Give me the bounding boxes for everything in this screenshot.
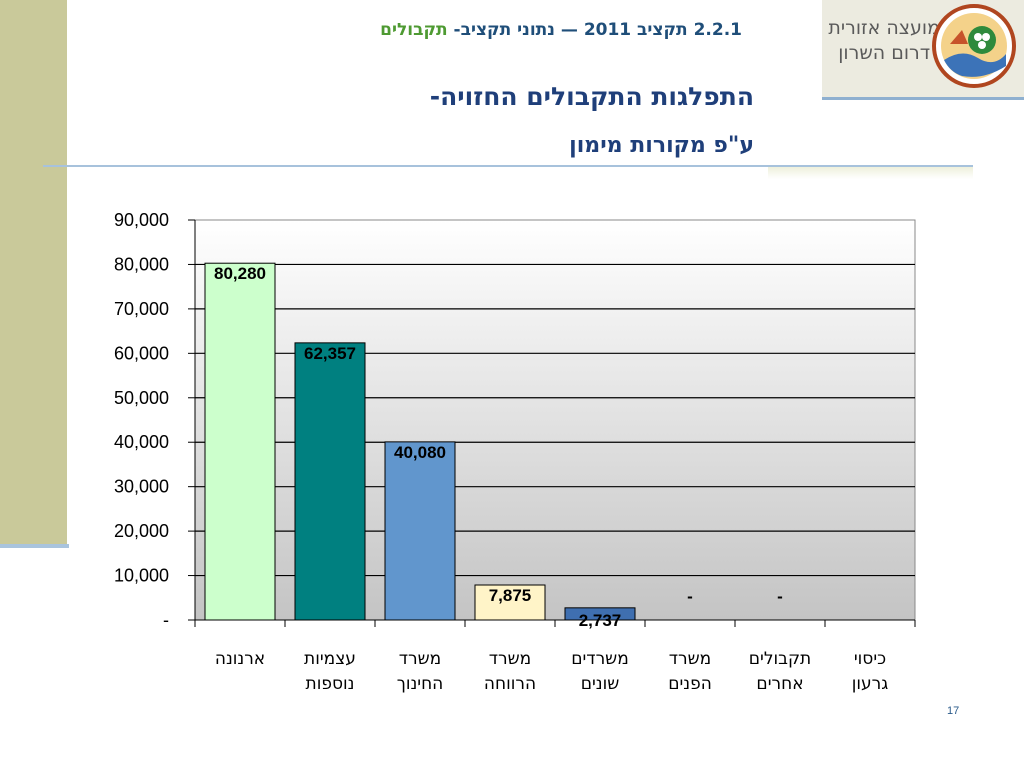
y-tick-label: 90,000 (114, 210, 169, 230)
data-label: 62,357 (304, 344, 356, 363)
x-tick-label-line: משרד (669, 649, 711, 669)
x-tick-label-line: החינוך (397, 674, 444, 694)
x-tick-label-line: הרווחה (484, 674, 536, 694)
y-tick-label: 20,000 (114, 521, 169, 541)
data-label: 2,737 (579, 611, 622, 630)
x-tick-label: ארנונה (215, 649, 265, 669)
x-tick-label-line: תקבולים (749, 649, 811, 669)
bar (474, 584, 546, 621)
bars (204, 262, 636, 621)
y-tick-label: 40,000 (114, 432, 169, 452)
x-tick-label-line: שונים (581, 674, 620, 694)
receipts-bar-chart: - 10,000 20,000 30,000 40,000 50,000 60,000 70,… (114, 210, 916, 694)
x-tick-label-line: ארנונה (215, 649, 265, 669)
y-tick-label: 80,000 (114, 254, 169, 274)
x-tick-label-line: נוספות (306, 674, 355, 694)
data-label: - (687, 587, 693, 606)
x-tick-label-line: עצמיות (304, 649, 356, 669)
y-tick-label: 50,000 (114, 388, 169, 408)
x-tick-label: תקבולים אחרים (749, 649, 811, 694)
x-tick-label-line: משרד (399, 649, 441, 669)
x-tick-label: משרד הפנים (668, 649, 712, 694)
bar (204, 262, 276, 621)
y-tick-label: 30,000 (114, 477, 169, 497)
x-tick-label-line: משרדים (571, 649, 629, 669)
y-tick-label: 10,000 (114, 566, 169, 586)
bar (294, 342, 366, 621)
x-tick-label-line: כיסוי (854, 649, 886, 669)
y-tick-label: 70,000 (114, 299, 169, 319)
slide-title-line-2: ע"פ מקורות מימון (569, 133, 754, 158)
header-divider (43, 165, 973, 167)
logo-text: מועצה אזורית דרום השרון (828, 16, 940, 66)
y-tick-label: - (163, 610, 169, 630)
x-tick-label: משרדים שונים (571, 649, 629, 694)
left-band-edge (0, 544, 69, 548)
x-tick-label-line: הפנים (668, 674, 712, 694)
x-tick-label: משרד החינוך (397, 649, 444, 694)
y-tick-label: 60,000 (114, 343, 169, 363)
x-tick-label: משרד הרווחה (484, 649, 536, 694)
x-tick-label-line: אחרים (756, 674, 803, 694)
page-number: 17 (947, 705, 960, 717)
bar (384, 441, 456, 621)
x-tick-label: כיסוי גרעון (852, 649, 889, 694)
data-label: - (777, 587, 783, 606)
regional-council-emblem-icon (932, 4, 1016, 88)
logo-line-1: מועצה אזורית (828, 17, 940, 39)
data-label: 80,280 (214, 264, 266, 283)
x-tick-label-line: גרעון (852, 674, 889, 694)
header-divider-shadow (768, 167, 973, 179)
x-tick-label: עצמיות נוספות (304, 649, 356, 694)
data-label: 7,875 (489, 586, 532, 605)
slide-title-line-1: התפלגות התקבולים החזויה- (429, 82, 754, 111)
data-labels: 80,280 62,357 40,080 7,875 2,737 - - (214, 264, 783, 630)
left-decorative-band (0, 0, 67, 548)
y-axis-ticks: - 10,000 20,000 30,000 40,000 50,000 60,000 70,… (114, 210, 195, 630)
x-tick-label-line: משרד (489, 649, 531, 669)
subtitle-highlight: תקבולים (380, 20, 448, 40)
slide-subtitle: 2.2.1 תקציב 2011 — נתוני תקציב- תקבולים (380, 20, 742, 40)
data-label: 40,080 (394, 443, 446, 462)
logo-line-2: דרום השרון (838, 42, 931, 64)
subtitle-prefix: 2.2.1 תקציב 2011 — נתוני תקציב- (453, 20, 742, 40)
